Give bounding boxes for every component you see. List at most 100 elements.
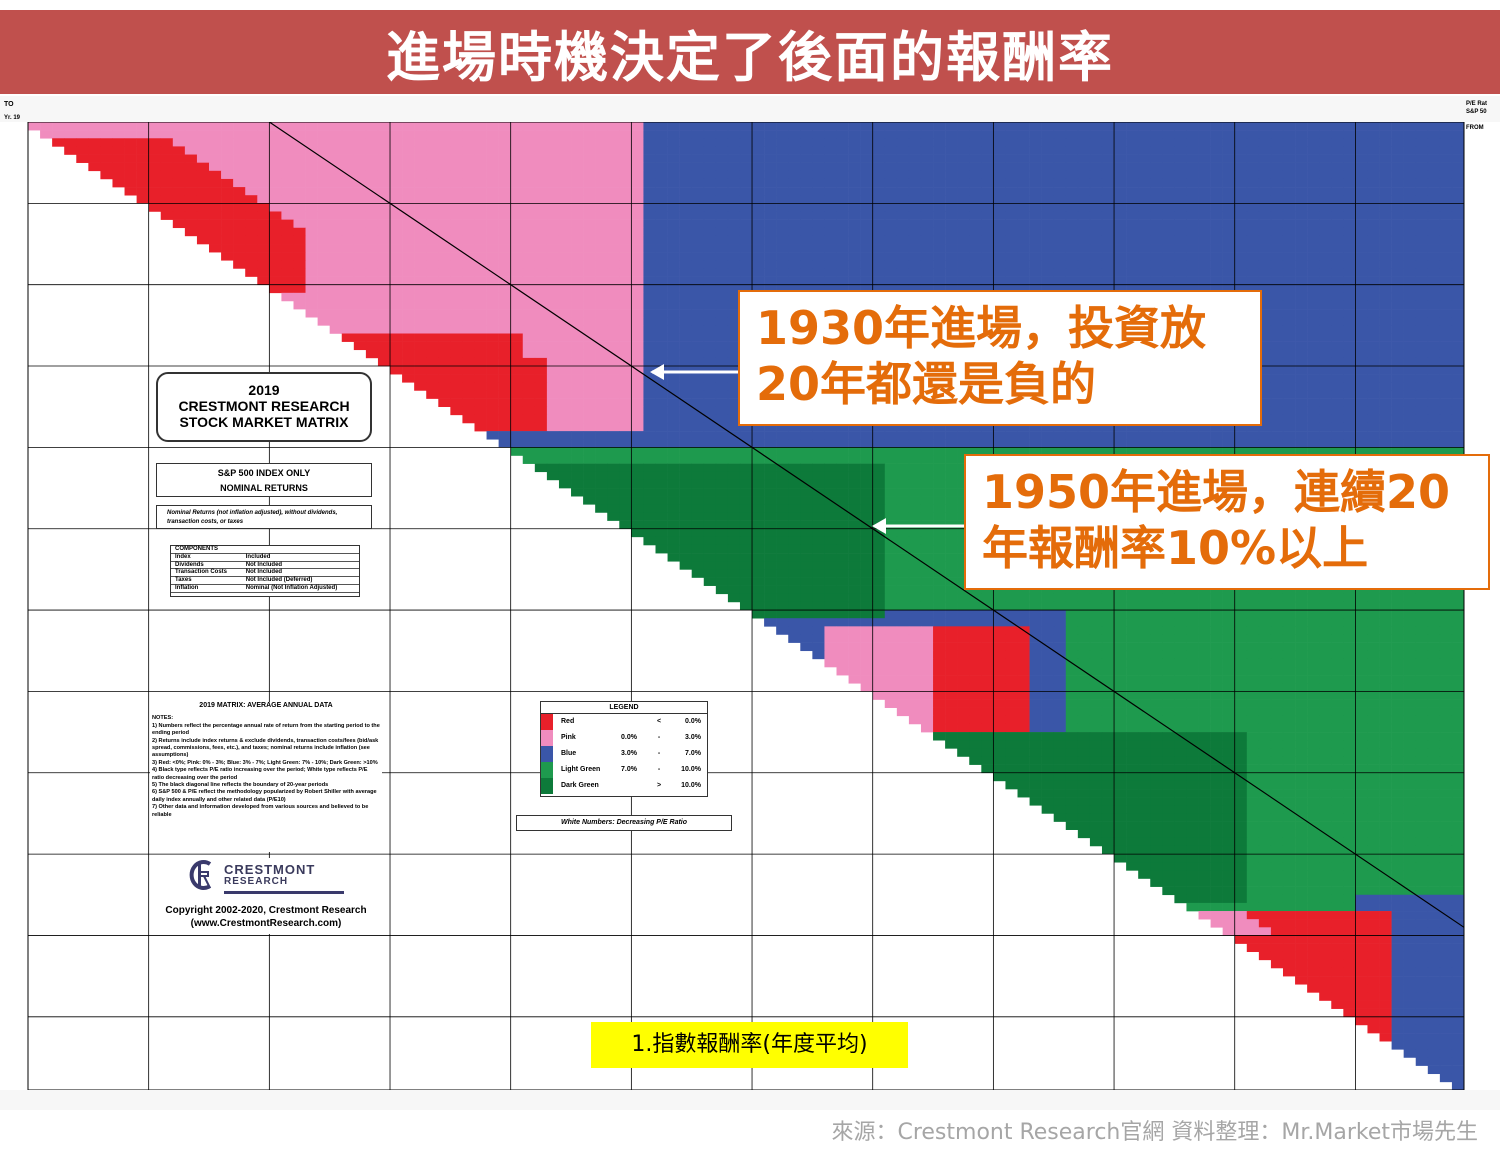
matrix-cell	[281, 219, 294, 229]
matrix-cell	[824, 219, 837, 229]
matrix-cell	[764, 431, 777, 440]
matrix-cell	[655, 504, 668, 513]
matrix-cell	[739, 162, 753, 172]
matrix-cell	[1114, 187, 1127, 196]
matrix-cell	[1319, 211, 1332, 220]
matrix-cell	[1017, 439, 1030, 448]
matrix-cell	[1053, 252, 1067, 261]
matrix-cell	[933, 187, 946, 196]
matrix-cell	[52, 138, 65, 147]
matrix-cell	[510, 300, 524, 310]
matrix-cell	[1403, 398, 1417, 407]
matrix-cell	[848, 203, 861, 212]
matrix-cell	[414, 268, 427, 277]
matrix-cell	[957, 544, 970, 554]
matrix-cell	[558, 162, 572, 172]
matrix-cell	[1403, 357, 1417, 367]
matrix-cell	[1439, 130, 1453, 139]
matrix-cell	[691, 504, 705, 513]
matrix-cell	[1367, 333, 1380, 342]
matrix-cell	[124, 154, 137, 163]
matrix-cell	[1270, 244, 1284, 253]
matrix-cell	[1451, 276, 1465, 285]
matrix-cell	[1246, 187, 1260, 196]
matrix-cell	[595, 309, 608, 318]
matrix-cell	[1319, 154, 1332, 163]
matrix-cell	[595, 325, 608, 334]
matrix-cell	[908, 536, 922, 546]
matrix-cell	[1427, 162, 1441, 172]
matrix-cell	[1343, 390, 1356, 399]
matrix-cell	[1343, 317, 1356, 326]
matrix-cell	[1295, 333, 1308, 342]
matrix-cell	[281, 203, 294, 212]
matrix-cell	[1427, 317, 1441, 326]
matrix-cell	[776, 471, 789, 481]
matrix-cell	[571, 138, 584, 147]
matrix-cell	[679, 447, 692, 456]
matrix-cell	[1210, 276, 1223, 285]
matrix-cell	[643, 309, 656, 318]
matrix-cell	[1391, 195, 1404, 204]
matrix-cell	[703, 504, 717, 513]
matrix-cell	[1246, 431, 1260, 440]
matrix-cell	[486, 317, 499, 326]
matrix-cell	[1295, 422, 1308, 432]
matrix-cell	[595, 292, 608, 302]
matrix-cell	[558, 431, 572, 440]
matrix-cell	[221, 162, 234, 172]
matrix-cell	[715, 455, 729, 464]
matrix-cell	[848, 195, 861, 204]
matrix-cell	[884, 422, 898, 432]
matrix-cell	[1246, 284, 1260, 294]
matrix-cell	[1295, 366, 1308, 375]
matrix-cell	[667, 374, 680, 383]
matrix-cell	[462, 268, 475, 277]
matrix-cell	[1319, 284, 1332, 294]
matrix-cell	[908, 512, 922, 521]
matrix-cell	[860, 504, 874, 513]
matrix-cell	[752, 496, 765, 505]
matrix-cell	[498, 195, 511, 204]
matrix-cell	[498, 154, 511, 163]
matrix-cell	[1367, 260, 1380, 269]
matrix-cell	[426, 325, 439, 334]
matrix-cell	[1451, 292, 1465, 302]
matrix-cell	[1101, 244, 1115, 253]
matrix-cell	[522, 390, 536, 399]
matrix-cell	[1367, 276, 1380, 285]
matrix-cell	[546, 333, 560, 342]
matrix-cell	[691, 341, 705, 351]
matrix-cell	[631, 292, 644, 302]
matrix-cell	[245, 162, 258, 172]
matrix-cell	[1295, 398, 1308, 407]
matrix-cell	[462, 374, 475, 383]
matrix-cell	[884, 479, 898, 489]
matrix-cell	[933, 235, 946, 245]
matrix-cell	[534, 252, 548, 261]
matrix-cell	[1150, 422, 1163, 432]
matrix-cell	[1029, 122, 1042, 131]
matrix-cell	[969, 219, 982, 229]
matrix-cell	[1029, 187, 1042, 196]
matrix-cell	[1379, 292, 1392, 302]
matrix-cell	[908, 154, 922, 163]
matrix-cell	[450, 138, 463, 147]
matrix-cell	[438, 252, 451, 261]
matrix-cell	[631, 496, 644, 505]
matrix-cell	[1282, 317, 1296, 326]
matrix-cell	[534, 187, 548, 196]
matrix-cell	[752, 528, 765, 538]
matrix-cell	[1282, 211, 1296, 220]
matrix-cell	[1379, 357, 1392, 367]
matrix-cell	[402, 349, 415, 359]
matrix-cell	[1319, 382, 1332, 391]
matrix-cell	[450, 390, 463, 399]
matrix-cell	[1005, 219, 1018, 229]
matrix-cell	[1295, 382, 1308, 391]
matrix-cell	[788, 488, 801, 497]
matrix-cell	[317, 146, 330, 155]
matrix-cell	[450, 349, 463, 359]
matrix-cell	[571, 260, 584, 269]
matrix-cell	[1307, 284, 1320, 294]
